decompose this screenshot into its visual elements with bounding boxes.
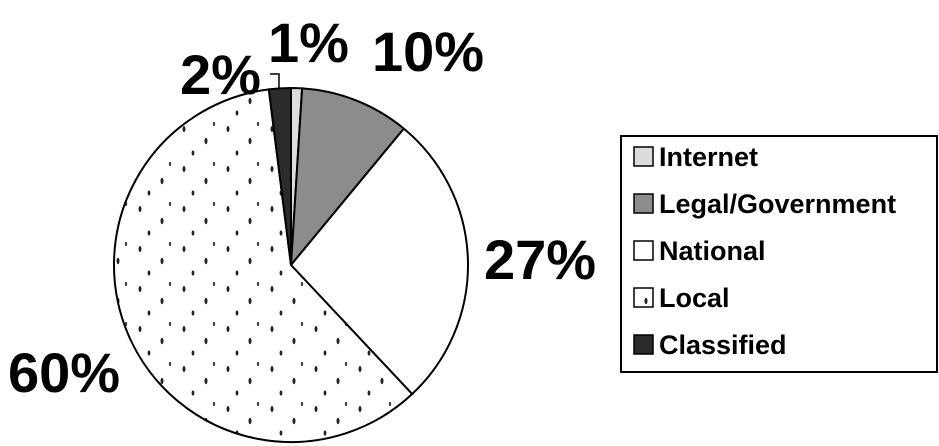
pie-labels: 1% 10% 27% 60% 2% [8,11,596,404]
legend-label-legal-government: Legal/Government [659,189,896,219]
legend-swatch-national [633,240,654,261]
pie-slice-legal-government [289,87,406,269]
slice-label-internet: 1% [268,11,349,74]
pie-slice-classified [267,86,292,266]
legend-label-national: National [659,236,766,266]
slice-label-legal-government: 10% [372,20,484,83]
legend-swatch-legal-government [633,193,654,214]
legend-swatch-internet [633,146,654,167]
leader-line-classified [270,73,280,88]
legend-label-local: Local [659,283,730,313]
pie-slice-national [289,127,469,396]
legend-label-internet: Internet [659,142,758,172]
slice-label-local: 60% [8,341,120,404]
legend-swatch-classified [633,334,654,355]
slice-label-national: 27% [484,228,596,291]
legend-swatch-local [633,287,654,308]
legend-label-classified: Classified [659,330,787,360]
legend-box [620,135,938,373]
slice-label-classified: 2% [180,43,261,106]
legend: Internet Legal/Government National Local Cla… [620,135,938,373]
pie-slices [113,86,469,443]
pie-slice-local [113,88,414,443]
